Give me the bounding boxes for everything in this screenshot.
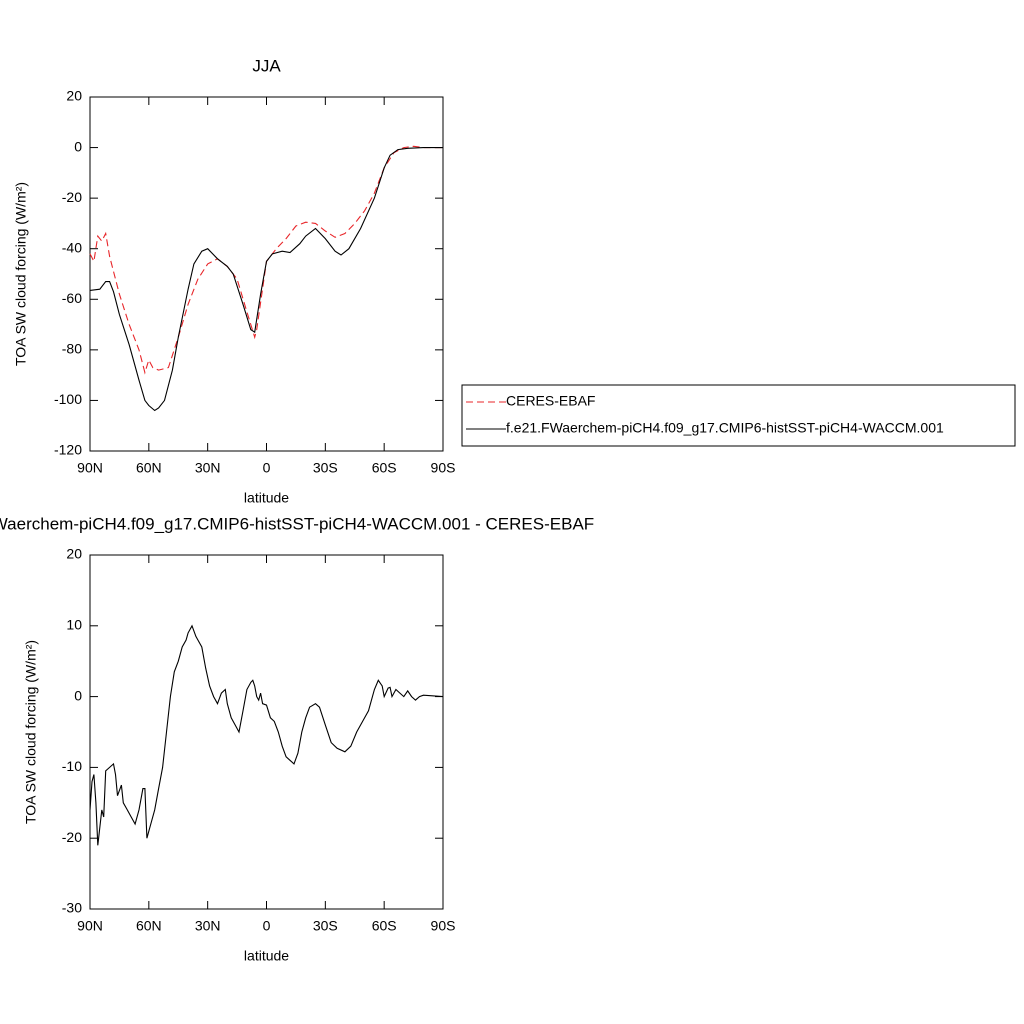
x-tick-label: 30N: [195, 918, 221, 934]
y-axis-label: TOA SW cloud forcing (W/m²): [23, 640, 39, 824]
series-line: [89, 624, 444, 846]
series-line: [89, 145, 443, 375]
y-tick-label: -80: [62, 341, 82, 357]
plot-frame: [89, 554, 444, 910]
x-tick-label: 60S: [372, 918, 397, 934]
legend-label: f.e21.FWaerchem-piCH4.f09_g17.CMIP6-hist…: [506, 420, 944, 436]
y-tick-label: 10: [66, 617, 82, 633]
x-tick-label: 30S: [313, 460, 338, 476]
x-tick-label: 90S: [431, 460, 456, 476]
y-tick-label: -120: [54, 442, 82, 458]
x-tick-label: 90N: [77, 460, 103, 476]
x-tick-label: 60N: [136, 460, 162, 476]
plot-frame: [89, 96, 444, 452]
y-tick-label: -10: [62, 758, 82, 774]
x-tick-label: 60S: [372, 460, 397, 476]
x-tick-label: 90S: [431, 918, 456, 934]
y-tick-label: -100: [54, 391, 82, 407]
y-tick-label: 0: [74, 687, 82, 703]
legend-label: CERES-EBAF: [506, 393, 595, 409]
y-tick-label: -20: [62, 189, 82, 205]
x-tick-label: 90N: [77, 918, 103, 934]
series-line: [89, 147, 443, 412]
x-tick-label: 0: [263, 918, 271, 934]
x-tick-label: 30S: [313, 918, 338, 934]
y-tick-label: 20: [66, 546, 82, 562]
x-tick-label: 60N: [136, 918, 162, 934]
chart-title: f.e21.FWaerchem-piCH4.f09_g17.CMIP6-hist…: [0, 514, 594, 533]
y-tick-label: -60: [62, 290, 82, 306]
y-tick-label: 20: [66, 88, 82, 104]
x-tick-label: 30N: [195, 460, 221, 476]
y-tick-label: -20: [62, 829, 82, 845]
y-axis-label: TOA SW cloud forcing (W/m²): [13, 182, 29, 366]
x-tick-label: 0: [263, 460, 271, 476]
x-axis-label: latitude: [244, 490, 289, 506]
legend-box: [461, 384, 1016, 447]
chart-title: JJA: [252, 56, 281, 75]
y-tick-label: 0: [74, 138, 82, 154]
x-axis-label: latitude: [244, 948, 289, 964]
y-tick-label: -40: [62, 239, 82, 255]
y-tick-label: -30: [62, 900, 82, 916]
